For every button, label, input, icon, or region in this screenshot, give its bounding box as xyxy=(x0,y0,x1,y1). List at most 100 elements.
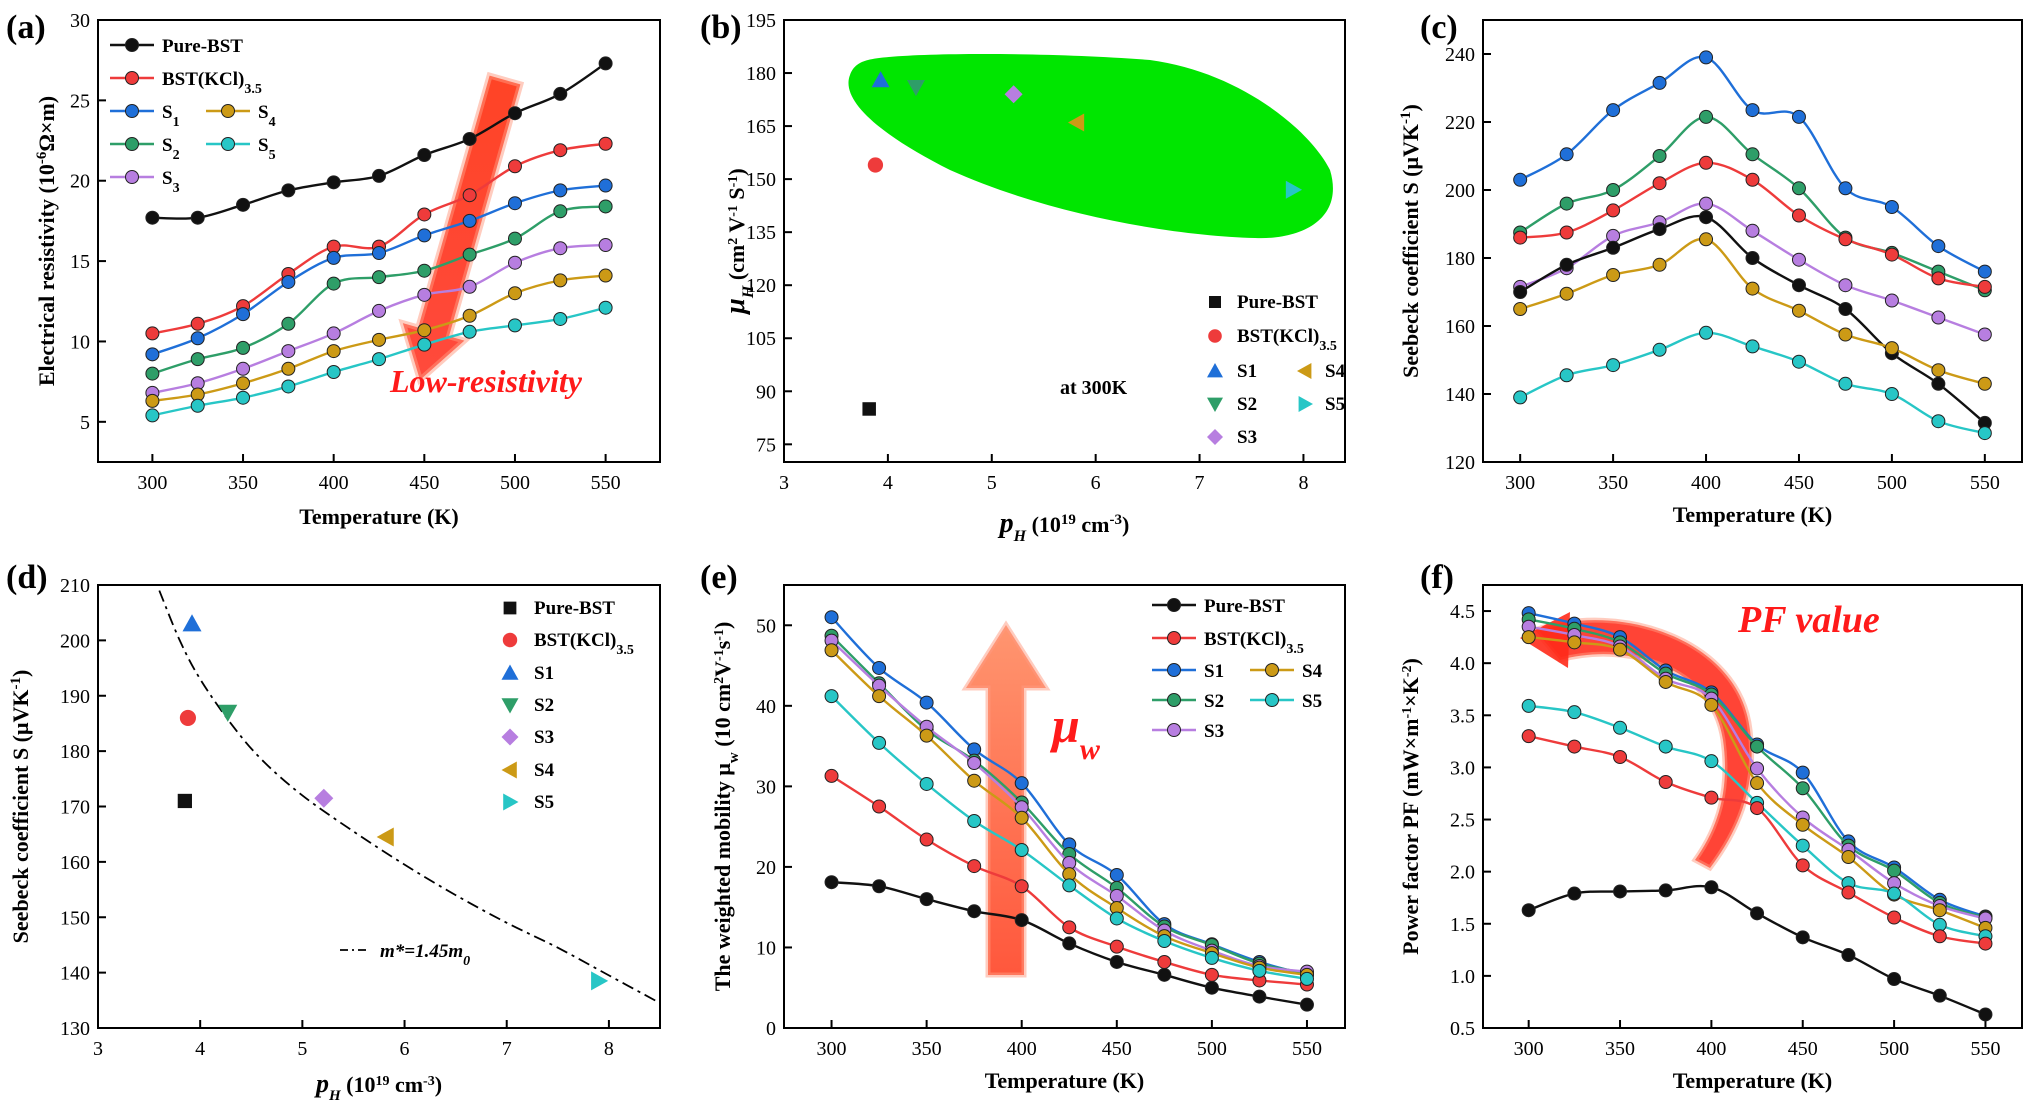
y-tick-label: 180 xyxy=(746,63,776,85)
data-point-S2 xyxy=(1559,196,1574,211)
data-point-S4 xyxy=(1932,903,1947,918)
y-tick-label: 200 xyxy=(1445,180,1475,202)
legend-label-text: S2 xyxy=(1237,394,1257,415)
data-point-Pure-BST xyxy=(1252,989,1267,1004)
legend-label-text: BST(KCl) xyxy=(1237,326,1319,347)
data-point-S5 xyxy=(1014,842,1029,857)
data-point-Pure-BST xyxy=(1658,883,1673,898)
data-point-Pure-BST xyxy=(236,197,251,212)
data-point-BST(KCl)3.5 xyxy=(1652,176,1667,191)
legend-label-text: S xyxy=(258,135,269,156)
data-point-BST(KCl)3.5 xyxy=(1699,155,1714,170)
data-point-S4 xyxy=(919,728,934,743)
y-title-sup: -1 xyxy=(712,629,727,641)
data-point-S1 xyxy=(372,246,386,261)
data-point-Pure-BST xyxy=(1299,997,1314,1012)
data-point-S5 xyxy=(872,735,887,750)
data-point-BST(KCl)3.5 xyxy=(967,859,982,874)
data-point-BST(KCl)3.5 xyxy=(553,143,568,158)
data-point-Pure-BST xyxy=(177,793,192,809)
x-tick-label: 400 xyxy=(1007,1038,1037,1060)
y-tick-label: 140 xyxy=(60,963,90,985)
data-point-S3 xyxy=(417,287,432,302)
data-point-Pure-BST xyxy=(145,210,160,225)
data-point-S4 xyxy=(967,773,982,788)
data-point-S4 xyxy=(1613,642,1628,657)
data-point-BST(KCl)3.5 xyxy=(872,799,887,814)
x-title-sub: H xyxy=(328,1088,342,1104)
data-point-S4 xyxy=(462,308,477,323)
data-point-Pure-BST xyxy=(507,106,522,121)
legend-label-sub: 3.5 xyxy=(616,643,634,658)
data-point-S4 xyxy=(1567,635,1582,650)
legend-label: BST(KCl)3.5 xyxy=(534,630,634,658)
data-point-S5 xyxy=(326,364,341,379)
data-point-S4 xyxy=(824,643,839,658)
legend-label-text: S5 xyxy=(534,792,554,813)
y-title-sub: H xyxy=(740,285,757,299)
legend-label: BST(KCl)3.5 xyxy=(162,69,262,97)
y-title-sup: -6 xyxy=(34,151,50,164)
legend-label-text: S1 xyxy=(1237,361,1257,382)
data-point-Pure-BST xyxy=(1745,251,1760,265)
data-point-S3 xyxy=(1884,293,1899,308)
legend-label-text: S3 xyxy=(1237,427,1257,448)
legend-label-sub: 3.5 xyxy=(1286,642,1304,657)
y-title-sup: -2 xyxy=(1400,666,1415,678)
data-point-Pure-BST xyxy=(1014,913,1029,928)
data-point-BST(KCl)3.5 xyxy=(1838,232,1853,247)
data-point-S3 xyxy=(1745,223,1760,238)
legend-label-text: Pure-BST xyxy=(1204,596,1285,617)
legend-label-sub: 3.5 xyxy=(244,82,262,97)
data-point-S1 xyxy=(871,71,890,88)
data-point-S5 xyxy=(1791,354,1806,369)
legend-label: Pure-BST xyxy=(534,598,615,619)
data-point-S2 xyxy=(1699,109,1714,124)
data-point-S1 xyxy=(1699,50,1714,65)
panel-1: (b) 3 4 5 6 7 8 75 90 105 120 135 150 165 180 195 at 300… xyxy=(700,9,1346,545)
legend-label: S4 xyxy=(1325,361,1346,382)
legend-label-text: S4 xyxy=(1302,661,1323,682)
legend-label-sub: 2 xyxy=(173,148,180,163)
data-point-S5 xyxy=(507,318,522,333)
x-tick-label: 4 xyxy=(195,1038,205,1060)
data-point-S3 xyxy=(553,241,568,256)
legend-label-sub: 4 xyxy=(269,115,276,130)
plot-frame xyxy=(783,19,1346,463)
data-point-BST(KCl)3.5 xyxy=(1978,936,1993,951)
data-point-BST(KCl)3.5 xyxy=(1704,790,1719,805)
legend-label: S2 xyxy=(162,135,180,163)
data-point-S5 xyxy=(1559,368,1574,383)
y-tick-label: 135 xyxy=(746,222,776,244)
legend-label-text: S3 xyxy=(534,727,554,748)
data-point-S4 xyxy=(1559,286,1574,301)
data-point-S1 xyxy=(824,610,839,625)
legend-marker xyxy=(501,698,519,714)
panel-label: (e) xyxy=(700,559,738,596)
data-point-S4 xyxy=(1795,817,1810,832)
data-point-S1 xyxy=(1745,103,1760,118)
y-tick-label: 75 xyxy=(756,434,776,456)
panel-label: (b) xyxy=(700,9,742,46)
x-axis-title: Temperature (K) xyxy=(1673,1068,1832,1093)
data-point-S1 xyxy=(1931,239,1946,254)
data-point-Pure-BST xyxy=(872,879,887,894)
legend-label-text: S2 xyxy=(534,695,554,716)
y-title-text: (cm xyxy=(724,245,749,286)
legend-marker xyxy=(1207,363,1223,378)
legend-marker xyxy=(503,601,517,615)
data-point-S2 xyxy=(417,263,432,278)
data-point-Pure-BST xyxy=(862,402,876,416)
y-title-sup: -1 xyxy=(712,649,727,661)
legend-marker xyxy=(1167,723,1181,737)
x-tick-label: 350 xyxy=(912,1038,942,1060)
y-tick-label: 25 xyxy=(70,90,90,112)
data-point-BST(KCl)3.5 xyxy=(1521,729,1536,744)
legend-label-sub: 1 xyxy=(173,115,180,130)
low-resistivity-arrow xyxy=(398,71,525,386)
y-title-text: s xyxy=(710,640,735,649)
data-point-BST(KCl)3.5 xyxy=(1613,749,1628,764)
x-tick-label: 3 xyxy=(779,472,789,494)
y-tick-label: 50 xyxy=(756,615,776,637)
panel-label: (c) xyxy=(1420,9,1458,46)
